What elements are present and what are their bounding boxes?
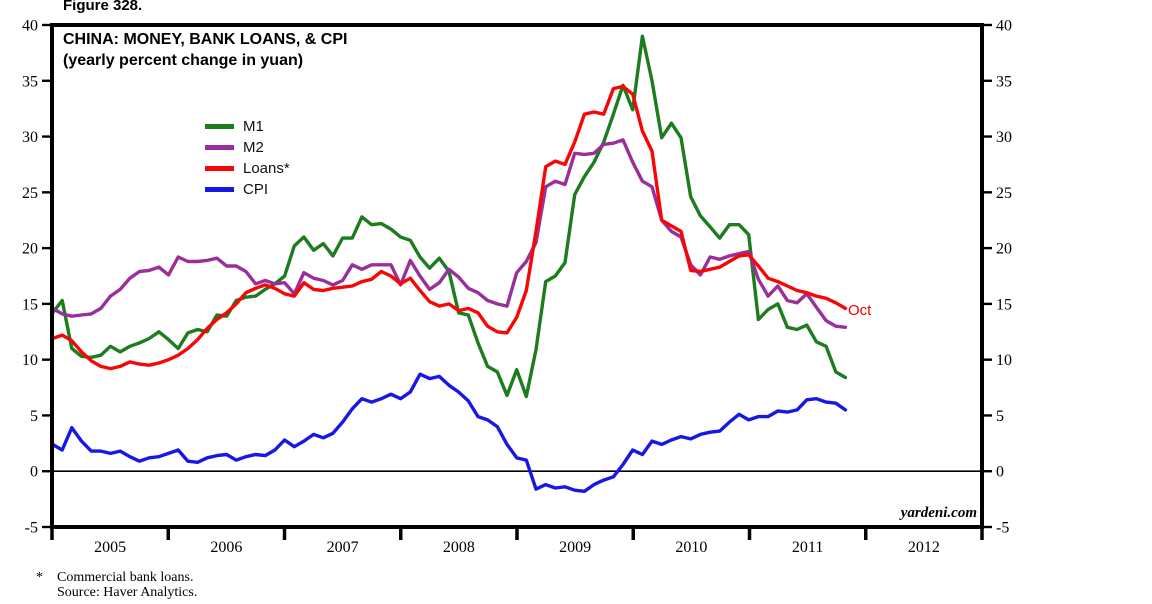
- y-axis-label-right: 30: [996, 129, 1012, 146]
- y-axis-label-left: 40: [22, 18, 38, 35]
- legend-item-loans: Loans*: [205, 158, 290, 179]
- y-axis-label-left: 5: [30, 408, 38, 425]
- loans-line-swatch: [205, 166, 234, 171]
- legend-item-m2: M2: [205, 137, 290, 158]
- y-axis-label-right: 40: [996, 18, 1012, 35]
- m2-line: [50, 138, 848, 329]
- m1-line-swatch: [205, 124, 234, 129]
- y-axis-label-left: 30: [22, 129, 38, 146]
- legend-label-m1: M1: [243, 118, 264, 135]
- footnote-line2: Source: Haver Analytics.: [57, 585, 198, 600]
- x-axis-year-label: 2009: [559, 539, 591, 556]
- y-axis-label-left: 35: [22, 73, 38, 90]
- x-axis-year-label: 2011: [792, 539, 823, 556]
- chart-title: CHINA: MONEY, BANK LOANS, & CPI: [63, 31, 348, 48]
- x-axis-year-label: 2008: [443, 539, 475, 556]
- legend-label-loans: Loans*: [243, 160, 290, 177]
- footnote-line1: Commercial bank loans.: [57, 570, 194, 585]
- plot-border: [50, 23, 984, 529]
- y-axis-label-left: 25: [22, 185, 38, 202]
- y-axis-label-left: 15: [22, 296, 38, 313]
- last-point-annotation: Oct: [848, 302, 872, 319]
- m1-line: [50, 34, 848, 399]
- legend-label-cpi: CPI: [243, 181, 269, 198]
- loans-line: [50, 84, 848, 371]
- m2-line-swatch: [205, 145, 234, 150]
- x-axis-year-label: 2007: [327, 539, 359, 556]
- y-axis-label-left: 0: [30, 464, 38, 481]
- y-axis-label-left: 20: [22, 241, 38, 258]
- footnote: Commercial bank loans. Source: Haver Ana…: [57, 570, 197, 600]
- cpi-line-swatch: [205, 187, 234, 192]
- x-axis-year-label: 2006: [210, 539, 242, 556]
- y-axis-label-right: 0: [996, 464, 1004, 481]
- y-axis-label-right: 10: [996, 352, 1012, 369]
- chart-subtitle: (yearly percent change in yuan): [63, 52, 304, 69]
- cpi-line: [50, 372, 848, 493]
- y-axis-label-left: -5: [25, 520, 38, 537]
- y-axis-label-right: 15: [996, 296, 1012, 313]
- x-axis-year-label: 2012: [908, 539, 940, 556]
- y-axis-label-right: 25: [996, 185, 1012, 202]
- y-axis-label-right: 35: [996, 73, 1012, 90]
- y-axis-label-right: -5: [996, 520, 1009, 537]
- x-axis-year-label: 2010: [675, 539, 707, 556]
- watermark: yardeni.com: [900, 505, 977, 521]
- x-axis-year-label: 2005: [94, 539, 126, 556]
- y-axis-label-right: 20: [996, 241, 1012, 258]
- figure-label: Figure 328.: [63, 0, 143, 14]
- legend-item-cpi: CPI: [205, 179, 290, 200]
- legend-item-m1: M1: [205, 116, 290, 137]
- footnote-marker: *: [36, 570, 43, 585]
- legend-label-m2: M2: [243, 139, 264, 156]
- y-axis-label-right: 5: [996, 408, 1004, 425]
- y-axis-label-left: 10: [22, 352, 38, 369]
- chart-title-block: CHINA: MONEY, BANK LOANS, & CPI (yearly …: [63, 29, 347, 71]
- chart-legend: M1 M2 Loans* CPI: [205, 116, 290, 200]
